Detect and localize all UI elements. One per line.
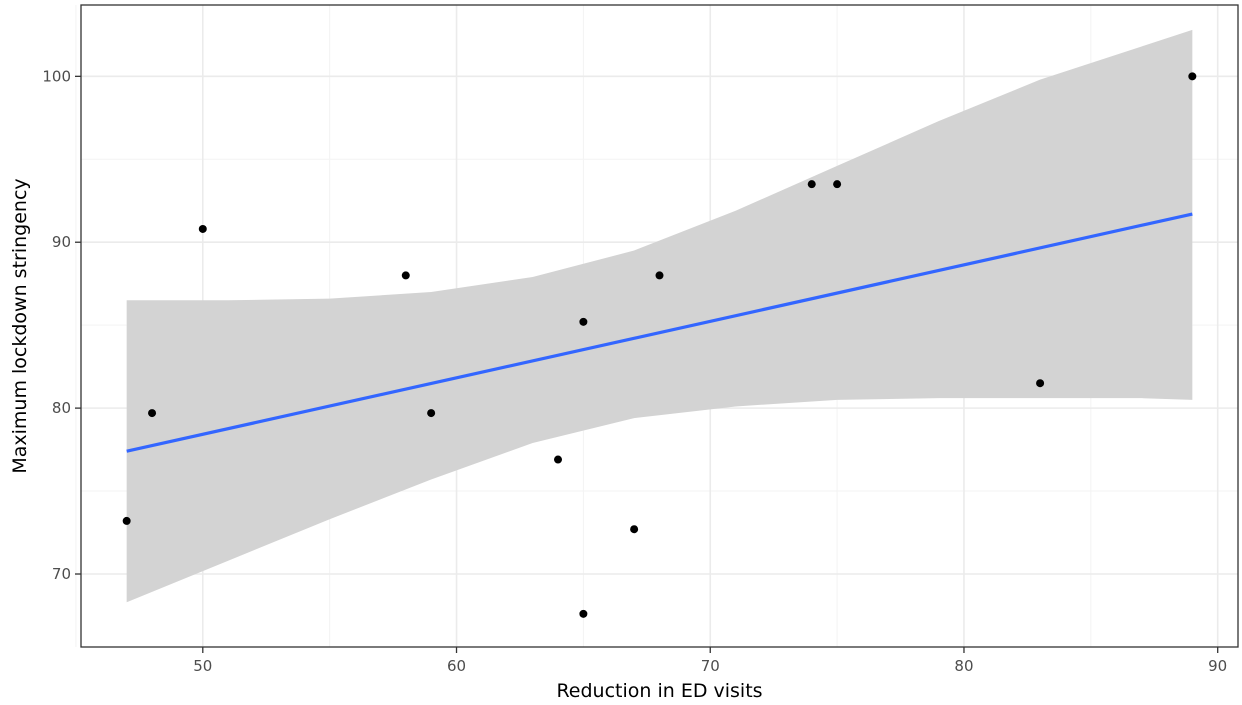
data-point xyxy=(401,271,410,280)
data-point xyxy=(554,455,563,464)
x-tick-label: 90 xyxy=(1208,657,1227,675)
data-point xyxy=(148,409,157,418)
x-axis-ticks: 50 60 70 80 90 xyxy=(193,647,1227,675)
data-points xyxy=(122,72,1197,618)
y-axis-ticks: 70 80 90 100 xyxy=(42,67,81,583)
y-tick-label: 100 xyxy=(42,67,71,85)
y-tick-label: 80 xyxy=(52,399,71,417)
y-axis-title: Maximum lockdown stringency xyxy=(9,178,31,473)
data-point xyxy=(579,317,588,326)
y-tick-label: 70 xyxy=(52,565,71,583)
data-point xyxy=(1036,379,1045,388)
data-point xyxy=(198,224,207,233)
data-point xyxy=(427,409,436,418)
data-point xyxy=(1188,72,1197,81)
x-axis-title: Reduction in ED visits xyxy=(556,680,762,702)
data-point xyxy=(807,180,816,189)
data-point xyxy=(655,271,664,280)
regression-line xyxy=(126,212,1193,453)
x-tick-label: 70 xyxy=(701,657,720,675)
x-tick-label: 80 xyxy=(954,657,973,675)
y-tick-label: 90 xyxy=(52,233,71,251)
x-tick-label: 50 xyxy=(193,657,212,675)
x-tick-label: 60 xyxy=(447,657,466,675)
confidence-band xyxy=(126,29,1193,603)
panel-border xyxy=(80,4,1239,648)
data-point xyxy=(579,609,588,618)
data-point xyxy=(630,525,639,534)
data-point xyxy=(833,180,842,189)
data-point xyxy=(122,516,131,525)
